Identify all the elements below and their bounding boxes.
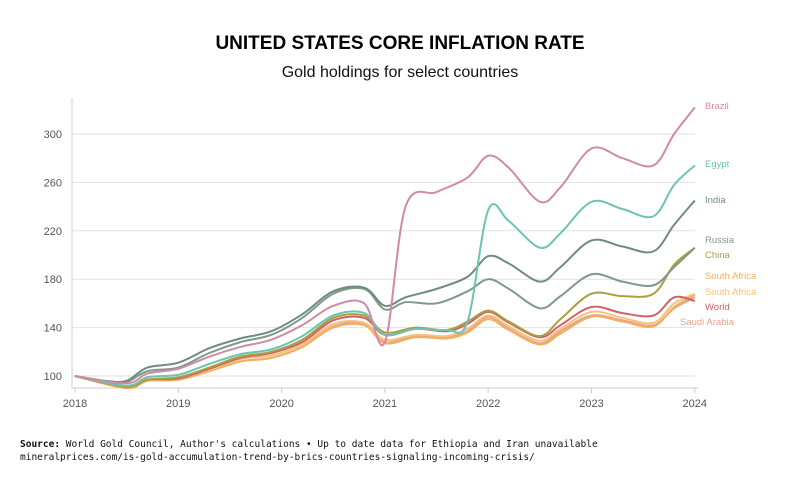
- series-label: World: [705, 302, 730, 313]
- source-text: World Gold Council, Author's calculation…: [60, 439, 598, 450]
- series-label: Brazil: [705, 101, 729, 112]
- series-line-brazil: [74, 106, 696, 385]
- series-line-egypt: [74, 164, 696, 387]
- source-note: Source: World Gold Council, Author's cal…: [20, 439, 598, 450]
- series-line-china: [74, 246, 696, 388]
- series-label: South Africa: [705, 271, 757, 282]
- y-tick-label: 220: [44, 226, 62, 238]
- chart-subtitle: Gold holdings for select countries: [281, 64, 519, 81]
- x-tick-label: 2022: [476, 398, 500, 410]
- series-label: Russia: [705, 235, 735, 246]
- x-tick-label: 2021: [373, 398, 397, 410]
- series-label: Egypt: [705, 159, 730, 170]
- series-label: India: [705, 195, 726, 206]
- source-url: mineralprices.com/is-gold-accumulation-t…: [20, 452, 535, 463]
- x-tick-label: 2024: [683, 398, 707, 410]
- y-tick-label: 300: [44, 129, 62, 141]
- source-label: Source:: [20, 439, 61, 450]
- y-tick-label: 140: [44, 323, 62, 335]
- x-tick-label: 2023: [579, 398, 603, 410]
- x-tick-label: 2020: [269, 398, 293, 410]
- chart-title: UNITED STATES CORE INFLATION RATE: [215, 33, 585, 54]
- series-label: Saudi Arabia: [680, 317, 735, 328]
- y-tick-label: 260: [44, 177, 62, 189]
- series-label: South Africa: [705, 287, 757, 298]
- y-tick-label: 180: [44, 274, 62, 286]
- series-line-russia: [74, 247, 696, 385]
- x-tick-label: 2019: [166, 398, 190, 410]
- x-tick-label: 2018: [63, 398, 87, 410]
- series-line-india: [74, 199, 696, 384]
- series-line-south-africa: [74, 294, 696, 390]
- series-label: China: [705, 250, 731, 261]
- y-tick-label: 100: [44, 371, 62, 383]
- line-chart: 100 140 180 220 260 300 2018 2019 2020 2021 2022 20…: [44, 98, 757, 410]
